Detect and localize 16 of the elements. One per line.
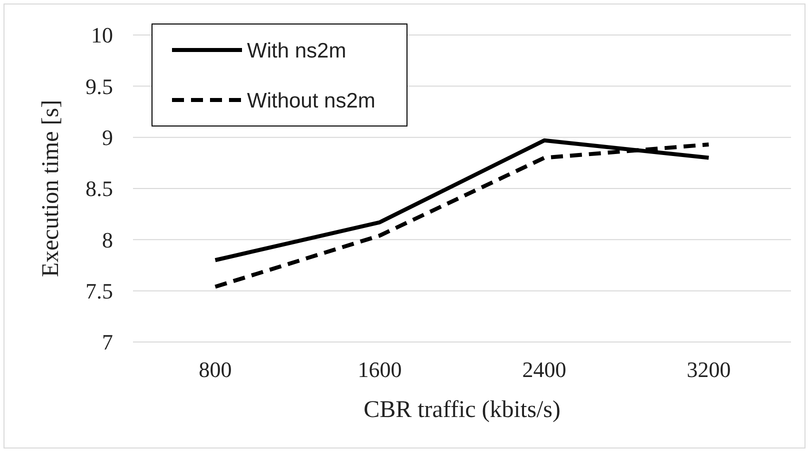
x-axis-title: CBR traffic (kbits/s) bbox=[364, 397, 560, 423]
x-tick-label: 2400 bbox=[522, 357, 566, 382]
y-tick-label: 7.5 bbox=[86, 278, 113, 304]
x-tick-label: 3200 bbox=[686, 357, 731, 382]
legend-label: With ns2m bbox=[247, 39, 346, 62]
y-tick-label: 8.5 bbox=[86, 176, 113, 202]
y-tick-label: 8 bbox=[102, 227, 113, 252]
y-tick-label: 9 bbox=[102, 125, 113, 150]
x-tick-label: 1600 bbox=[358, 357, 402, 382]
legend-label: Without ns2m bbox=[247, 89, 376, 112]
y-tick-label: 10 bbox=[91, 22, 113, 48]
line-series bbox=[213, 142, 711, 289]
x-tick-label: 800 bbox=[198, 357, 232, 382]
y-tick-label: 7 bbox=[102, 330, 113, 355]
y-axis-title: Execution time [s] bbox=[38, 100, 64, 278]
y-tick-label: 9.5 bbox=[86, 74, 113, 99]
